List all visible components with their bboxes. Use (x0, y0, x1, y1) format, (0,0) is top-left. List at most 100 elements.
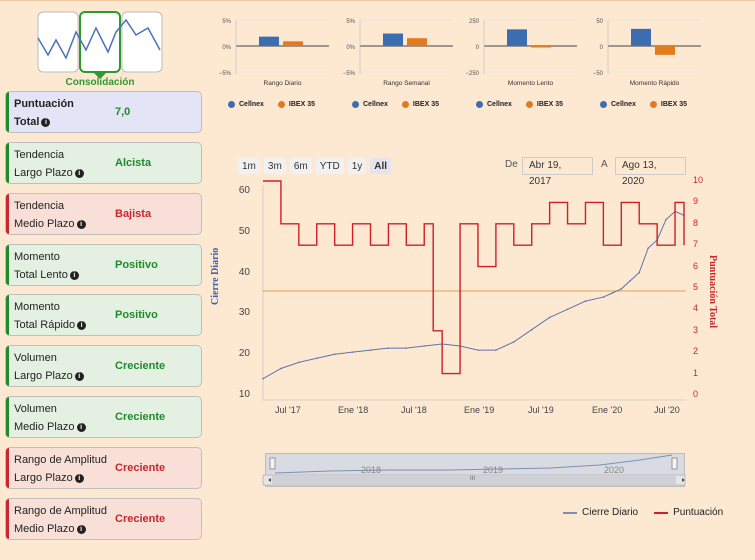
y-tick-left: 30 (238, 307, 250, 319)
card-label-line1: Puntuación (14, 98, 74, 110)
indicator-card[interactable]: Volumen Medio Plazo i Creciente (5, 396, 202, 438)
card-label-line2: Medio Plazo (14, 218, 75, 230)
x-tick-label: Jul '19 (528, 405, 554, 415)
indicator-card[interactable]: Tendencia Largo Plazo i Alcista (5, 142, 202, 184)
navigator-year-label: 2020 (604, 465, 625, 475)
mini-chart-1[interactable]: 5% 0% −5% Rango Semanal (338, 10, 468, 110)
mini-chart-title: Rango Diario (264, 80, 302, 87)
mini-legend-cellnex[interactable]: Cellnex (476, 101, 512, 108)
bar-ibex-35 (283, 41, 303, 46)
card-label-line1: Momento (14, 251, 60, 263)
info-icon[interactable]: i (74, 371, 84, 381)
card-accent (6, 92, 9, 132)
card-label-line2: Largo Plazo (14, 370, 73, 382)
card-value: Creciente (115, 462, 166, 474)
indicator-card[interactable]: Tendencia Medio Plazo i Bajista (5, 193, 202, 235)
range-button[interactable]: 6m (289, 158, 312, 174)
point-cierre-diario (584, 300, 587, 302)
info-icon[interactable]: i (41, 117, 51, 127)
mini-legend-cellnex[interactable]: Cellnex (600, 101, 636, 108)
navigator-scrollbar-thumb[interactable] (272, 476, 676, 484)
legend-dot-icon (649, 101, 657, 108)
info-icon[interactable]: i (76, 524, 86, 534)
navigator-handle-left[interactable] (269, 457, 276, 470)
mini-legend-label: Cellnex (363, 101, 388, 108)
scroll-right-arrow[interactable] (682, 478, 685, 482)
card-value: Creciente (115, 360, 166, 372)
x-tick-label: Jul '20 (654, 405, 680, 415)
mini-legend-cellnex[interactable]: Cellnex (352, 101, 388, 108)
legend-cierre[interactable]: Cierre Diario (563, 507, 638, 518)
navigator-handle-right[interactable] (671, 457, 678, 470)
card-value: Positivo (115, 259, 158, 271)
mini-chart-2[interactable]: 250 0 −250 Momento Lento (462, 10, 592, 110)
info-icon[interactable]: i (77, 320, 87, 330)
indicator-card[interactable]: Momento Total Rápido i Positivo (5, 294, 202, 336)
card-label: Tendencia Medio Plazo i (14, 197, 86, 233)
mini-legend-label: Cellnex (611, 101, 636, 108)
mini-legend-cellnex[interactable]: Cellnex (228, 101, 264, 108)
point-cierre-diario (530, 328, 533, 331)
y-tick-label: −5% (343, 71, 356, 77)
point-cierre-diario (477, 349, 479, 351)
scroll-left-arrow[interactable] (268, 478, 271, 482)
date-from-input[interactable]: Abr 19, 2017 (522, 157, 593, 187)
indicator-card[interactable]: Puntuación Total i 7,0 (5, 91, 202, 133)
point-cierre-diario (495, 349, 497, 351)
info-icon[interactable]: i (76, 219, 86, 229)
indicator-card[interactable]: Rango de Amplitud Largo Plazo i Creciente (5, 447, 202, 489)
mini-chart-3[interactable]: 50 0 −50 Momento Rápido (586, 10, 716, 110)
info-icon[interactable]: i (74, 473, 84, 483)
y-tick-left: 40 (238, 266, 250, 278)
navigator-grip[interactable]: III (470, 476, 476, 482)
consolidation-label: Consolidación (65, 77, 135, 88)
card-label-line2: Largo Plazo (14, 472, 73, 484)
range-button[interactable]: 3m (263, 158, 286, 174)
legend-puntuacion[interactable]: Puntuación (654, 507, 723, 518)
range-button[interactable]: 1m (238, 158, 260, 174)
mini-legend-label: IBEX 35 (288, 101, 315, 108)
legend-puntuacion-label: Puntuación (673, 507, 724, 518)
card-label-line1: Volumen (14, 403, 57, 415)
y-tick-right: 4 (693, 303, 699, 314)
info-icon[interactable]: i (74, 168, 84, 178)
mini-legend-label: Cellnex (487, 101, 512, 108)
indicator-card[interactable]: Volumen Largo Plazo i Creciente (5, 345, 202, 387)
card-label-line1: Tendencia (14, 149, 65, 161)
range-button[interactable]: YTD (315, 158, 344, 174)
legend-line-icon (563, 511, 577, 514)
info-icon[interactable]: i (76, 422, 86, 432)
point-cierre-diario (566, 308, 569, 311)
y-tick-label: 50 (596, 19, 603, 25)
series-puntuacion[interactable] (263, 180, 685, 375)
card-label: Volumen Largo Plazo i (14, 349, 84, 385)
info-icon[interactable]: i (69, 270, 79, 280)
mini-legend-ibex[interactable]: IBEX 35 (401, 101, 439, 108)
point-cierre-diario (333, 353, 336, 356)
point-cierre-diario (369, 349, 372, 351)
point-cierre-diario (548, 316, 551, 319)
y-tick-left: 10 (238, 389, 250, 400)
mini-legend-ibex[interactable]: IBEX 35 (525, 101, 563, 108)
range-button[interactable]: All (370, 158, 392, 174)
mini-chart-0[interactable]: 5% 0% −5% Rango Diario (214, 10, 344, 110)
mini-legend-ibex[interactable]: IBEX 35 (649, 101, 687, 108)
indicator-card[interactable]: Momento Total Lento i Positivo (5, 244, 202, 286)
point-cierre-diario (280, 367, 282, 370)
mini-legend-ibex[interactable]: IBEX 35 (277, 101, 315, 108)
card-value: Creciente (115, 513, 166, 525)
indicator-card[interactable]: Rango de Amplitud Medio Plazo i Creciente (5, 498, 202, 540)
bar-cellnex (507, 29, 527, 46)
card-accent (6, 499, 9, 539)
range-button[interactable]: 1y (347, 158, 367, 174)
card-label-line2: Largo Plazo (14, 167, 73, 179)
x-tick-label: Ene '18 (338, 405, 369, 415)
card-accent (6, 143, 9, 183)
date-to-input[interactable]: Ago 13, 2020 (615, 157, 686, 187)
mini-chart-title: Momento Rápido (630, 80, 680, 87)
card-accent (6, 194, 9, 234)
point-cierre-diario (298, 361, 300, 364)
legend-line-icon (654, 511, 669, 514)
